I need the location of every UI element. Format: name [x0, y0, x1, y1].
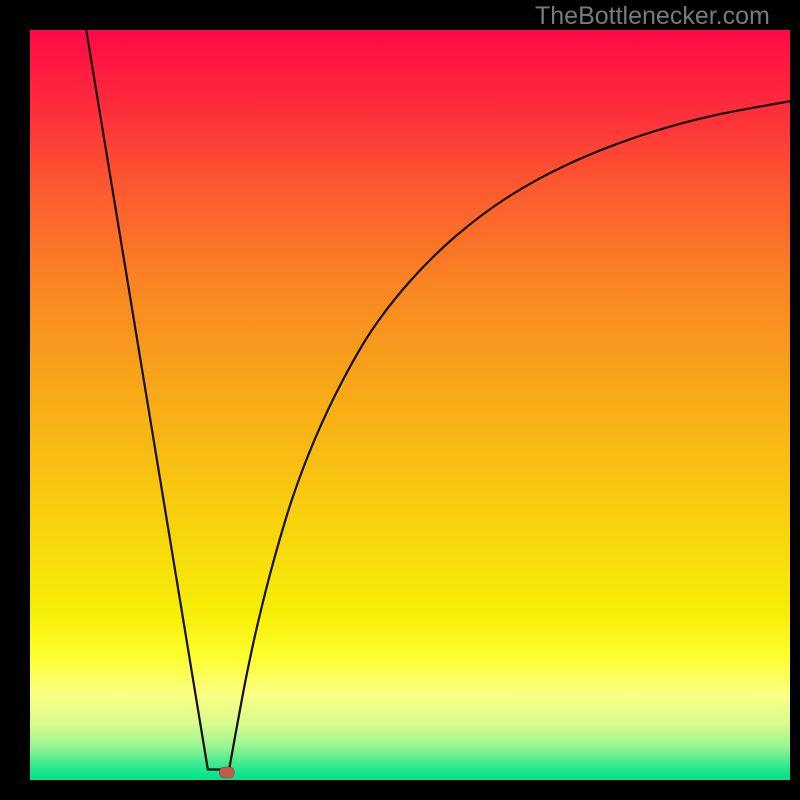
plot-area: [30, 30, 790, 780]
bottleneck-curve-path: [86, 30, 790, 770]
optimum-marker: [219, 767, 234, 778]
bottleneck-curve: [30, 30, 790, 780]
watermark-text: TheBottlenecker.com: [535, 2, 770, 31]
chart-frame: TheBottlenecker.com: [0, 0, 800, 800]
